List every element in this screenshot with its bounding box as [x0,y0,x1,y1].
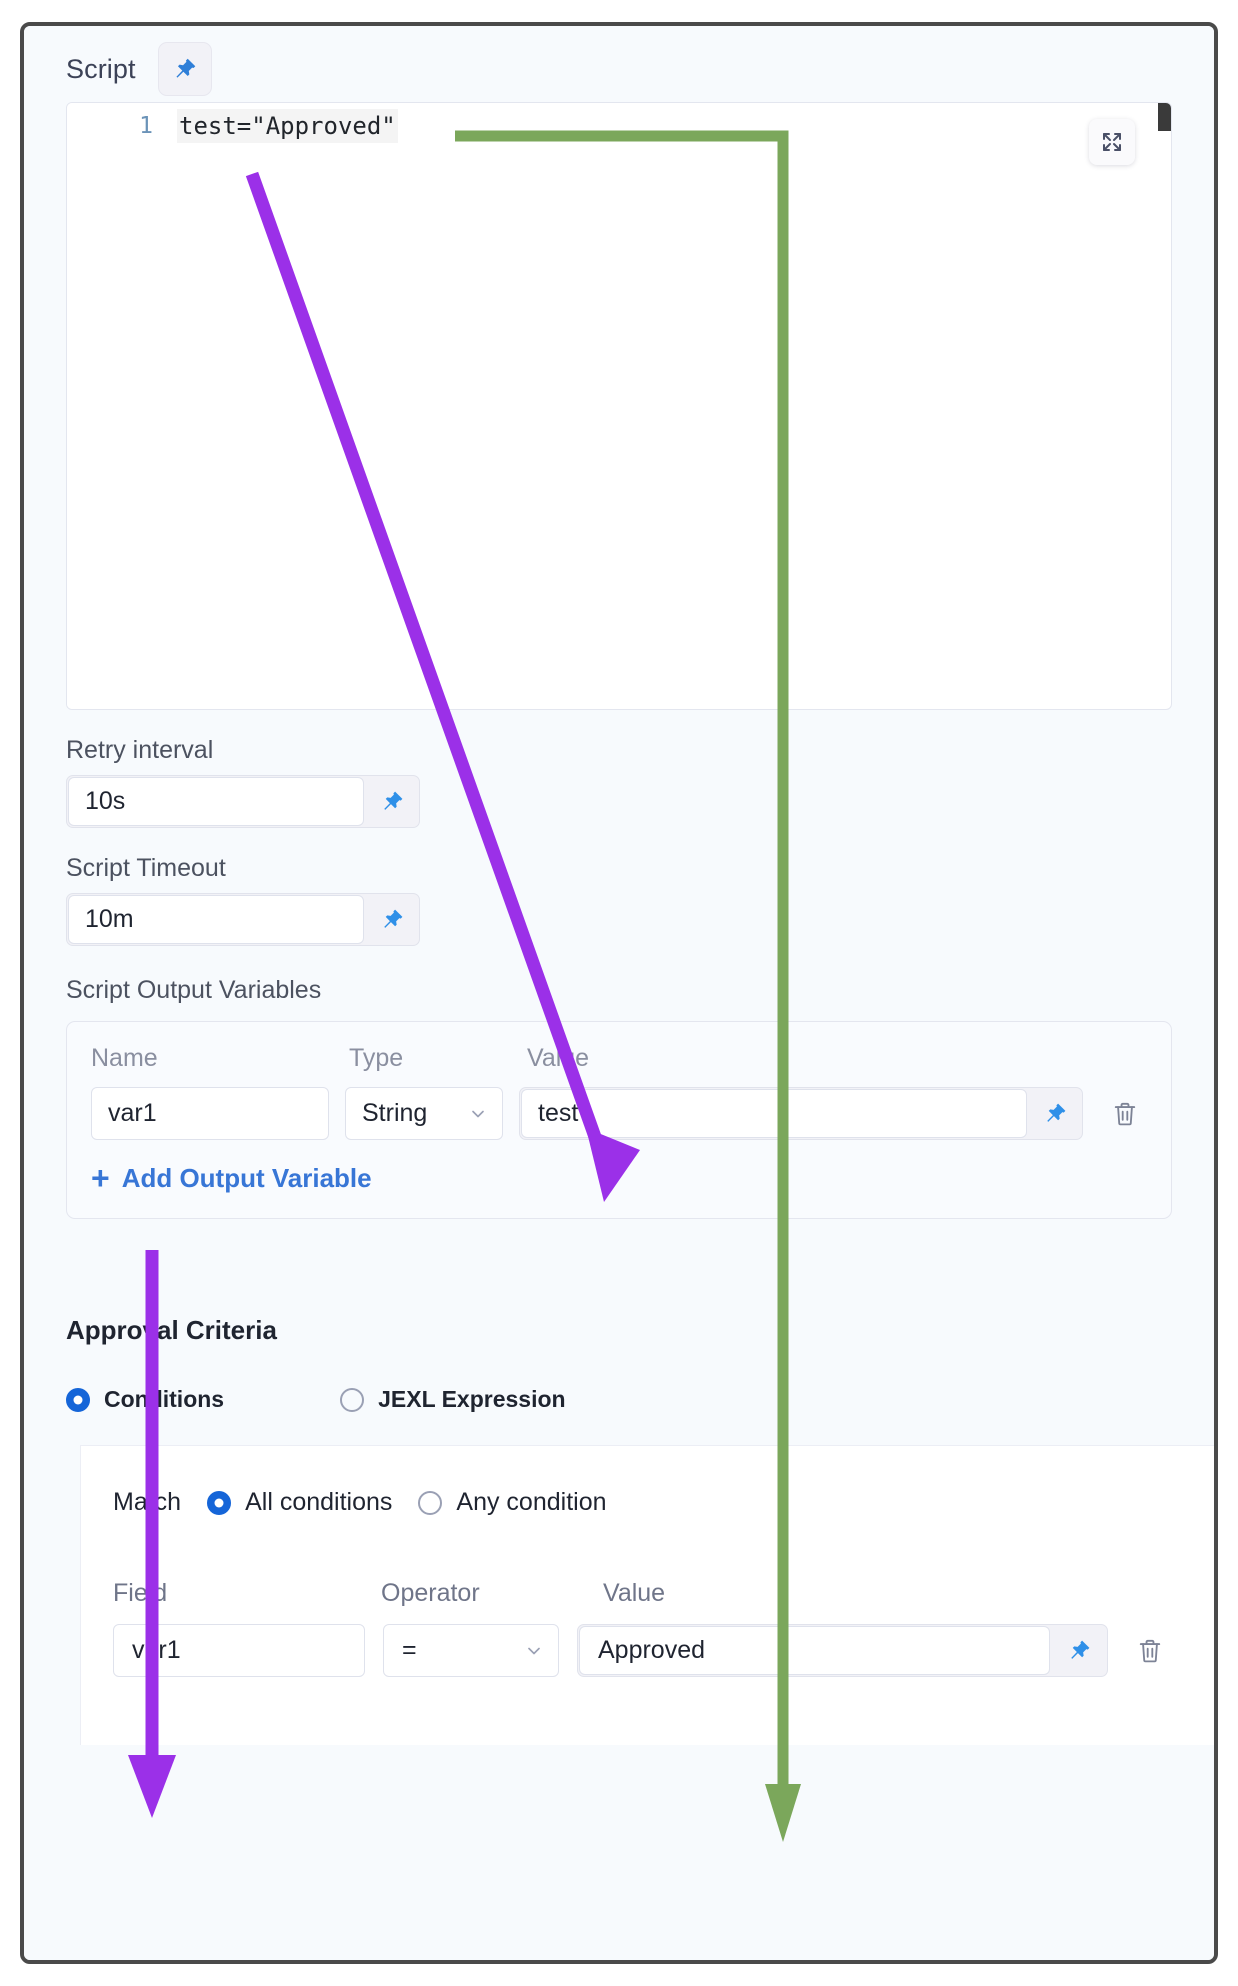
condition-value-input[interactable]: Approved [579,1626,1050,1675]
chevron-down-icon [528,1647,540,1654]
code-line-1: test="Approved" [177,109,398,143]
approval-criteria-title: Approval Criteria [66,1315,277,1345]
editor-scrollbar[interactable] [1158,103,1171,131]
match-all-conditions-label: All conditions [245,1488,393,1516]
condition-pin-button[interactable] [1051,1625,1107,1676]
condition-value-field[interactable]: Approved [577,1624,1108,1677]
condition-delete-button[interactable] [1128,1636,1172,1666]
script-output-variables-panel: Name Type Value var1 String test [66,1021,1172,1219]
radio-all-conditions-indicator[interactable] [207,1490,232,1515]
script-timeout-pin-button[interactable] [365,894,419,945]
radio-conditions-label: Conditions [104,1386,225,1412]
column-header-condition-value: Value [603,1579,666,1607]
match-row: Match All conditions Any condition [113,1488,1214,1517]
retry-interval-input[interactable]: 10s [68,777,364,826]
pin-icon [383,909,402,928]
radio-jexl-label: JEXL Expression [378,1386,566,1412]
column-header-name: Name [91,1044,158,1072]
conditions-panel: Match All conditions Any condition Field… [80,1445,1214,1745]
column-header-type: Type [349,1044,404,1072]
editor-code-area[interactable]: test="Approved" [167,103,1171,709]
radio-jexl-indicator[interactable] [340,1387,365,1412]
retry-interval-pin-button[interactable] [365,776,419,827]
pin-icon [1046,1103,1065,1122]
condition-field-input[interactable]: var1 [113,1624,365,1677]
add-output-variable-label: Add Output Variable [121,1162,372,1193]
column-header-value: Value [527,1044,590,1072]
column-header-field: Field [113,1579,168,1607]
radio-option-conditions[interactable]: Conditions [66,1386,224,1413]
output-variable-name-input[interactable]: var1 [91,1087,329,1140]
script-code-editor[interactable]: 1 test="Approved" [66,102,1172,710]
script-timeout-input[interactable]: 10m [68,895,364,944]
trash-icon [1139,1639,1161,1662]
output-variable-pin-button[interactable] [1028,1088,1082,1139]
condition-operator-select[interactable]: = [383,1624,559,1677]
radio-option-jexl-expression[interactable]: JEXL Expression [340,1386,566,1413]
radio-conditions-indicator[interactable] [66,1387,90,1412]
script-pin-button[interactable] [157,42,212,96]
output-variable-delete-button[interactable] [1103,1099,1147,1129]
match-option-any-condition[interactable]: Any condition [418,1488,607,1517]
retry-interval-label: Retry interval [66,736,214,764]
condition-row: var1 = Approved [113,1624,1214,1677]
script-output-variables-label: Script Output Variables [66,976,322,1004]
pin-icon [1070,1640,1089,1659]
output-variable-row: var1 String test [91,1087,1147,1140]
script-label: Script [66,53,136,84]
pin-icon [176,58,195,78]
script-header: Script [66,26,1172,96]
approval-mode-radio-group: Conditions JEXL Expression [66,1386,1172,1413]
chevron-down-icon [472,1110,484,1117]
line-number: 1 [139,113,153,139]
radio-any-condition-indicator[interactable] [418,1490,443,1515]
panel-frame: Script 1 test="Approved" [20,22,1218,1964]
condition-operator-value: = [402,1636,417,1664]
add-output-variable-button[interactable]: + Add Output Variable [91,1162,1147,1194]
pin-icon [383,791,402,810]
match-any-condition-label: Any condition [456,1488,607,1516]
output-variables-header-row: Name Type Value [91,1044,1147,1073]
script-timeout-label: Script Timeout [66,854,226,882]
editor-gutter: 1 [67,103,167,709]
conditions-header-row: Field Operator Value [113,1579,1214,1608]
expand-fullscreen-icon [1103,133,1121,151]
output-variable-value-field[interactable]: test [519,1087,1083,1140]
match-option-all-conditions[interactable]: All conditions [207,1488,392,1517]
output-variable-value-input[interactable]: test [521,1089,1027,1138]
trash-icon [1114,1102,1136,1125]
plus-icon: + [91,1160,110,1196]
output-variable-type-select[interactable]: String [345,1087,503,1140]
column-header-operator: Operator [381,1579,480,1607]
script-timeout-field[interactable]: 10m [66,893,420,946]
panel-inner: Script 1 test="Approved" [24,26,1214,1960]
match-label: Match [113,1488,182,1516]
output-variable-type-value: String [362,1099,428,1127]
expand-editor-button[interactable] [1089,119,1135,165]
retry-interval-field[interactable]: 10s [66,775,420,828]
